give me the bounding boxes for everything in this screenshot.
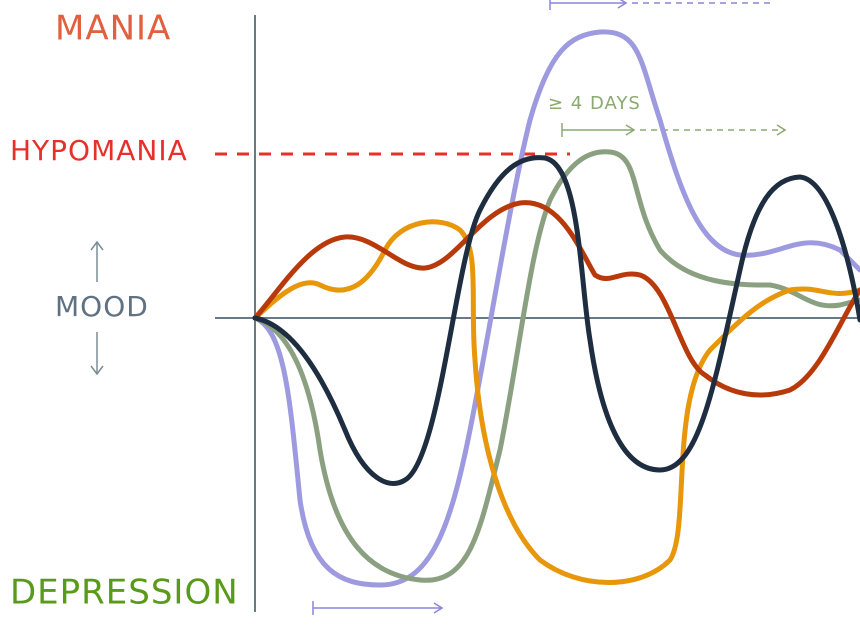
- depression-label: DEPRESSION: [10, 573, 239, 613]
- navy-curve: [252, 155, 860, 486]
- red-curve: [252, 200, 860, 398]
- mood-label: MOOD: [55, 290, 149, 323]
- mood-arrows: [90, 240, 104, 376]
- hypomania-duration-arrow: [561, 123, 787, 137]
- mania-duration-arrow: [549, 0, 772, 10]
- green-curve: [252, 149, 860, 583]
- duration-label: ≥ 4 DAYS: [548, 93, 641, 114]
- depression-duration-arrow: [312, 601, 444, 615]
- hypomania-label: HYPOMANIA: [10, 134, 188, 167]
- purple-curve: [252, 29, 860, 588]
- mania-label: MANIA: [55, 9, 171, 49]
